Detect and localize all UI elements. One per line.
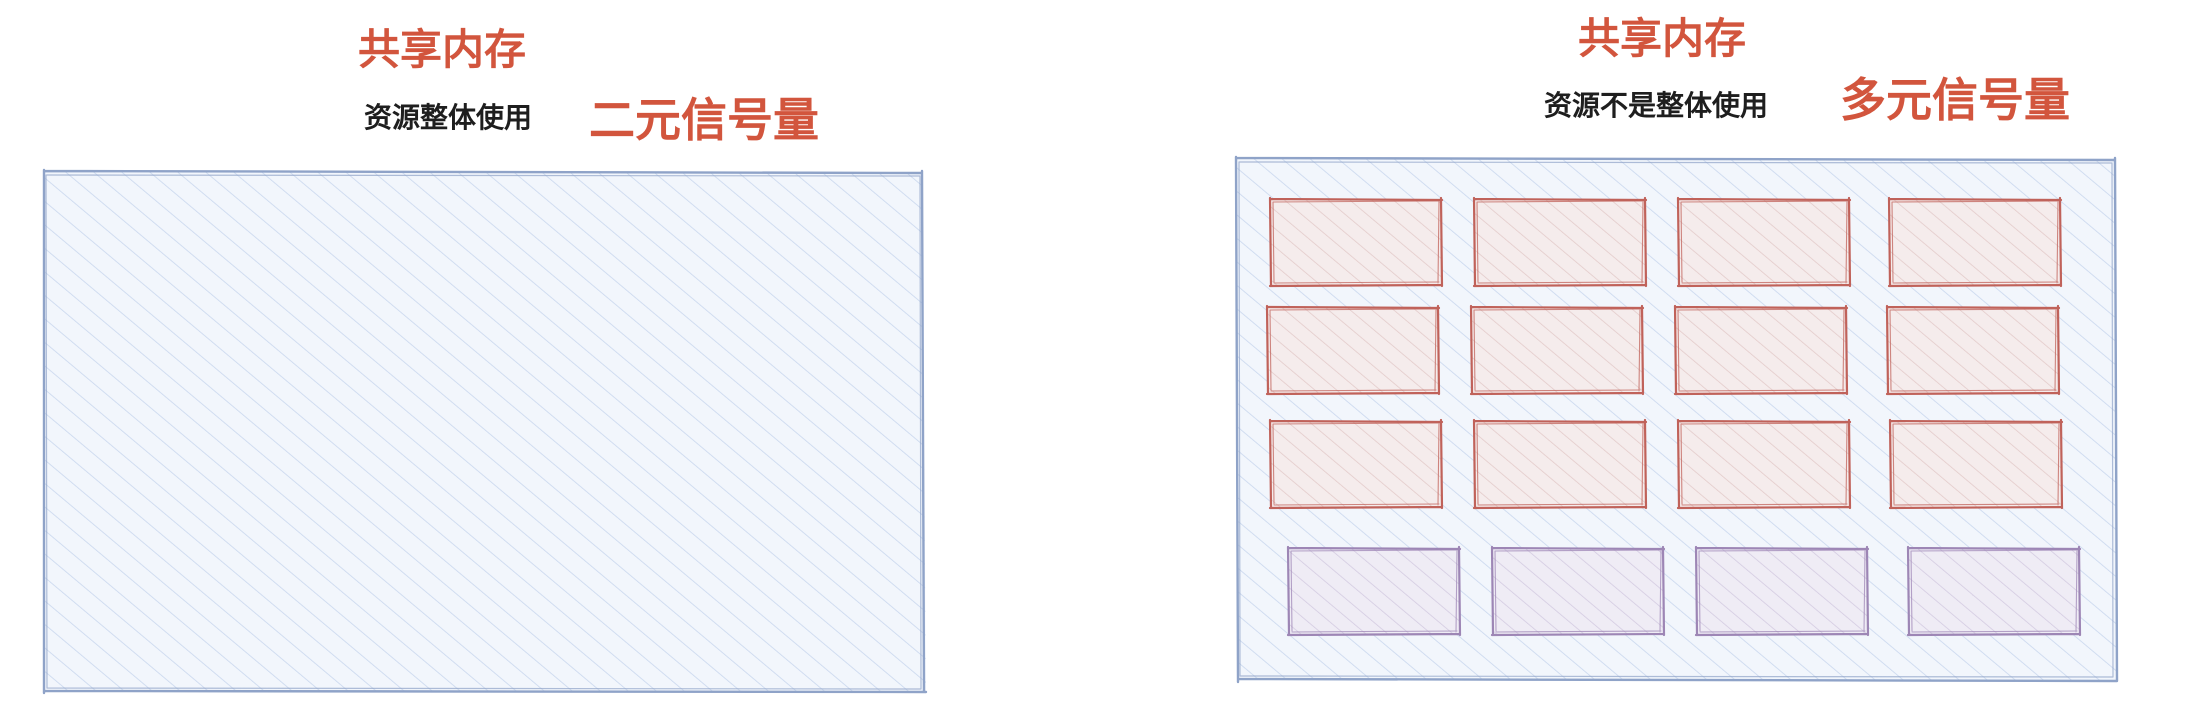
purple-resource-block [1286, 545, 1462, 637]
right-subtitle: 资源不是整体使用 [1544, 89, 1769, 122]
red-resource-block [1885, 304, 2061, 396]
purple-resource-block [1490, 545, 1666, 637]
left-subtitle: 资源整体使用 [364, 101, 533, 134]
red-resource-block [1472, 418, 1648, 510]
red-resource-block [1472, 196, 1648, 288]
left-title: 共享内存 [358, 25, 527, 74]
right-title: 共享内存 [1578, 14, 1747, 63]
purple-resource-block [1906, 545, 2082, 637]
red-resource-block [1887, 196, 2063, 288]
red-resource-block [1268, 196, 1444, 288]
left-shared-memory-box [42, 168, 928, 695]
red-resource-block [1268, 418, 1444, 510]
red-resource-block [1676, 196, 1852, 288]
red-resource-block [1676, 418, 1852, 510]
binary-semaphore-label: 二元信号量 [589, 93, 819, 147]
purple-resource-block [1694, 545, 1870, 637]
resource-blocks-grid [1265, 196, 2082, 637]
red-resource-block [1673, 304, 1849, 396]
counting-semaphore-label: 多元信号量 [1840, 73, 2070, 127]
red-resource-block [1469, 304, 1645, 396]
red-resource-block [1265, 304, 1441, 396]
red-resource-block [1888, 418, 2064, 510]
